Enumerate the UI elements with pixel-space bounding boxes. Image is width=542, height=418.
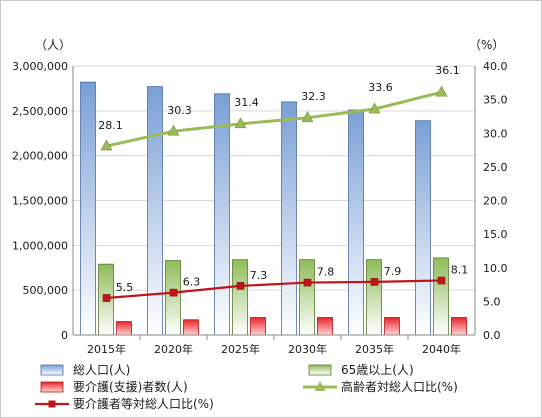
marker-elderly-ratio bbox=[100, 139, 113, 151]
marker-care-ratio bbox=[169, 288, 178, 297]
data-label-elderly-ratio: 36.1 bbox=[435, 64, 460, 77]
legend-label: 要介護(支援)者数(人) bbox=[73, 379, 188, 394]
bar-care-recipients bbox=[116, 321, 132, 336]
left-tick-label: 1,500,000 bbox=[12, 195, 68, 208]
bar-elderly bbox=[366, 259, 382, 336]
legend-swatch-marker bbox=[48, 400, 56, 408]
bar-total-population bbox=[80, 81, 96, 336]
legend-swatch bbox=[308, 364, 332, 376]
bars bbox=[80, 81, 467, 336]
bar-total-population bbox=[147, 86, 163, 336]
marker-care-ratio bbox=[437, 276, 446, 285]
left-tick-label: 500,000 bbox=[23, 284, 69, 297]
left-tick-label: 3,000,000 bbox=[12, 60, 68, 73]
right-tick-label: 25.0 bbox=[483, 161, 508, 174]
bar-care-recipients bbox=[451, 317, 467, 336]
data-label-elderly-ratio: 30.3 bbox=[167, 104, 192, 117]
data-label-care-ratio: 7.9 bbox=[384, 265, 402, 278]
data-label-care-ratio: 7.3 bbox=[250, 269, 268, 282]
x-tick-label: 2025年 bbox=[221, 342, 260, 356]
legend-item-total-population: 総人口(人) bbox=[40, 363, 130, 377]
legend-swatch-marker bbox=[314, 381, 326, 391]
left-axis-unit: （人） bbox=[35, 38, 71, 52]
data-label-elderly-ratio: 33.6 bbox=[368, 81, 393, 94]
legend-label: 65歳以上(人) bbox=[341, 363, 414, 377]
x-tick-label: 2040年 bbox=[422, 342, 461, 356]
legend: 総人口(人) 65歳以上(人) 要介護(支援)者数(人) 高齢者対総人口比(%) 要介護… bbox=[35, 363, 458, 411]
x-tick-label: 2035年 bbox=[355, 342, 394, 356]
marker-elderly-ratio bbox=[167, 124, 180, 136]
data-labels: 28.1 30.3 31.4 32.3 33.6 36.1 5.5 6.3 7.3 7.8 7.9 8… bbox=[98, 64, 468, 294]
data-label-care-ratio: 6.3 bbox=[183, 276, 201, 289]
bar-elderly bbox=[299, 259, 315, 336]
marker-care-ratio bbox=[370, 278, 379, 286]
legend-swatch bbox=[40, 381, 64, 393]
bar-care-recipients bbox=[317, 317, 333, 336]
right-tick-label: 10.0 bbox=[483, 262, 508, 275]
marker-care-ratio bbox=[236, 282, 245, 290]
legend-item-care-recipients: 要介護(支援)者数(人) bbox=[40, 379, 188, 394]
data-label-elderly-ratio: 31.4 bbox=[234, 96, 259, 109]
right-tick-label: 5.0 bbox=[483, 295, 501, 308]
bar-elderly bbox=[433, 257, 449, 336]
bar-care-recipients bbox=[250, 317, 266, 336]
marker-elderly-ratio bbox=[301, 111, 314, 123]
bar-care-recipients bbox=[384, 317, 400, 336]
right-tick-label: 0.0 bbox=[483, 329, 501, 342]
data-label-care-ratio: 7.8 bbox=[317, 266, 335, 279]
legend-label: 総人口(人) bbox=[73, 363, 130, 377]
x-tick-label: 2020年 bbox=[154, 342, 193, 356]
marker-elderly-ratio bbox=[435, 85, 448, 97]
right-tick-label: 30.0 bbox=[483, 127, 508, 140]
legend-item-care-ratio: 要介護者等対総人口比(%) bbox=[35, 396, 214, 411]
marker-care-ratio bbox=[102, 294, 111, 302]
bar-total-population bbox=[214, 93, 230, 336]
legend-label: 要介護者等対総人口比(%) bbox=[73, 396, 214, 411]
line-elderly-ratio bbox=[106, 90, 442, 148]
legend-item-elderly: 65歳以上(人) bbox=[308, 363, 414, 377]
legend-item-elderly-ratio: 高齢者対総人口比(%) bbox=[303, 379, 458, 394]
axes: 0 500,000 1,000,000 1,500,000 2,000,000 2,500… bbox=[12, 60, 507, 356]
right-tick-label: 35.0 bbox=[483, 94, 508, 107]
left-tick-label: 1,000,000 bbox=[12, 239, 68, 252]
x-tick-label: 2015年 bbox=[87, 342, 126, 356]
bar-elderly bbox=[232, 259, 248, 336]
data-label-care-ratio: 8.1 bbox=[451, 264, 469, 277]
legend-swatch bbox=[40, 364, 64, 376]
data-label-elderly-ratio: 32.3 bbox=[301, 90, 326, 103]
bar-total-population bbox=[348, 109, 364, 336]
data-label-elderly-ratio: 28.1 bbox=[98, 119, 123, 132]
marker-elderly-ratio bbox=[368, 102, 381, 114]
right-tick-label: 15.0 bbox=[483, 228, 508, 241]
x-tick-label: 2030年 bbox=[288, 342, 327, 356]
left-tick-label: 2,500,000 bbox=[12, 105, 68, 118]
line-care-ratio bbox=[106, 279, 442, 300]
data-label-care-ratio: 5.5 bbox=[116, 281, 134, 294]
left-tick-label: 0 bbox=[61, 329, 68, 342]
bar-elderly bbox=[165, 260, 181, 336]
marker-elderly-ratio bbox=[234, 117, 247, 129]
bar-total-population bbox=[281, 101, 297, 336]
right-axis-unit: （%） bbox=[469, 38, 504, 52]
bar-total-population bbox=[415, 120, 431, 336]
bar-care-recipients bbox=[183, 319, 199, 336]
lines bbox=[100, 85, 448, 302]
right-tick-label: 20.0 bbox=[483, 195, 508, 208]
right-tick-label: 40.0 bbox=[483, 60, 508, 73]
left-tick-label: 2,000,000 bbox=[12, 150, 68, 163]
gridlines bbox=[73, 65, 475, 291]
legend-label: 高齢者対総人口比(%) bbox=[341, 379, 458, 394]
marker-care-ratio bbox=[303, 278, 312, 287]
